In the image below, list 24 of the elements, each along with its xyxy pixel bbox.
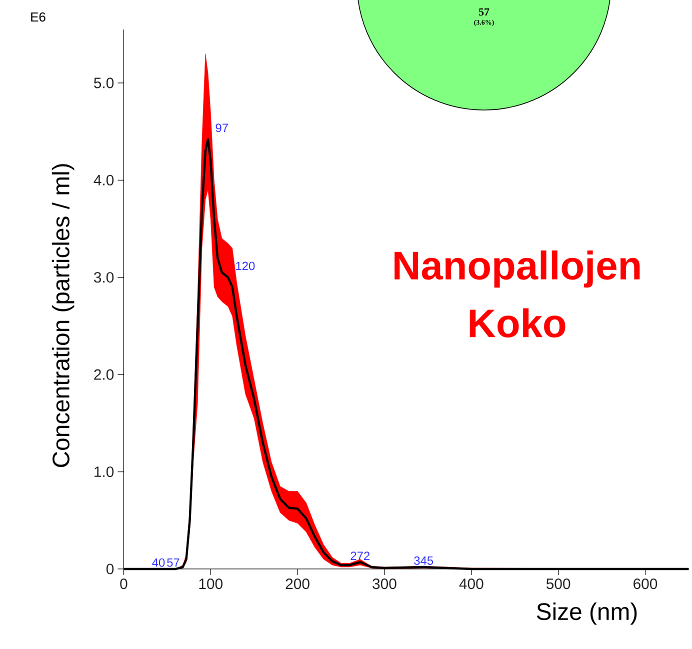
y-tick-label: 1.0 bbox=[94, 466, 114, 478]
annotation: 345 bbox=[414, 556, 434, 565]
annotation: 97 bbox=[216, 124, 228, 132]
y-tick-label: 5.0 bbox=[94, 78, 114, 88]
annotation: 57 bbox=[167, 558, 180, 567]
text: 57 bbox=[478, 8, 490, 16]
annotation: Nanopallojen Koko bbox=[394, 250, 640, 338]
annotation: 272 bbox=[350, 552, 370, 560]
x-tick-label: 300 bbox=[372, 578, 396, 590]
x-tick-label: 600 bbox=[634, 578, 658, 590]
x-tick-label: 200 bbox=[286, 578, 310, 590]
y-axis-title: Concentration (particles / ml) bbox=[52, 164, 74, 468]
x-tick-label: 400 bbox=[459, 578, 484, 590]
y-tick-label: 0 bbox=[106, 564, 114, 574]
x-axis-title: Size (nm) bbox=[536, 602, 637, 625]
x-tick-label: 500 bbox=[546, 578, 570, 590]
annotation: 120 bbox=[236, 262, 255, 270]
x-tick-label: 0 bbox=[120, 578, 128, 590]
x-tick-label: 100 bbox=[199, 578, 222, 590]
text: E6 bbox=[31, 12, 46, 22]
y-tick-label: 2.0 bbox=[94, 369, 114, 380]
y-tick-label: 3.0 bbox=[94, 272, 114, 283]
y-tick-label: 4.0 bbox=[94, 174, 114, 186]
annotation: 40 bbox=[152, 558, 165, 567]
